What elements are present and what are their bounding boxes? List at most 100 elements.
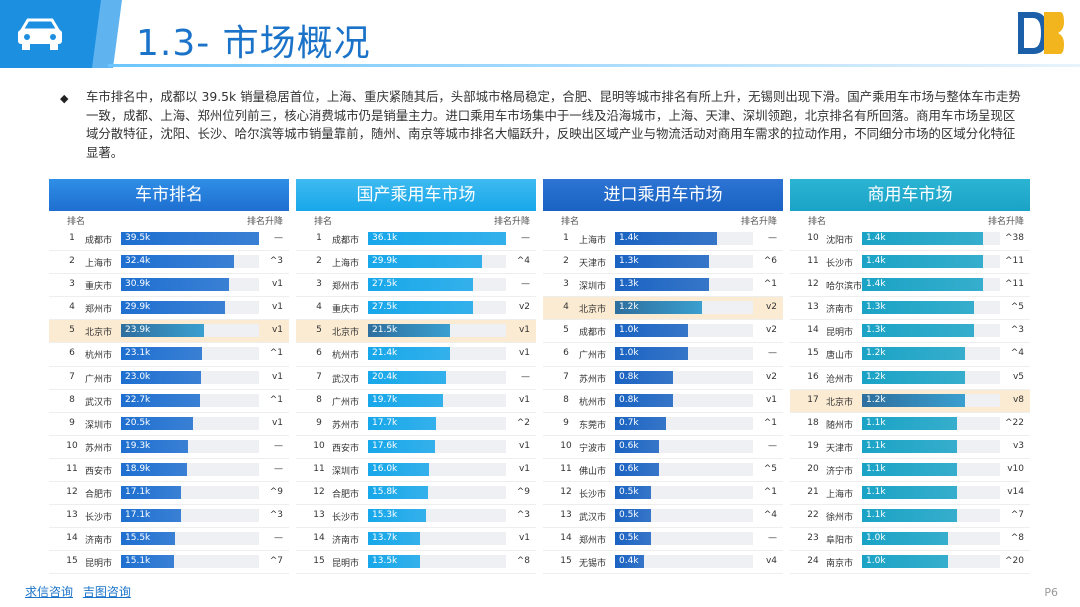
city-name: 阜阳市 [826, 536, 854, 547]
city-name: 唐山市 [826, 351, 854, 362]
city-name: 北京市 [332, 328, 360, 339]
sales-value-label: 0.8k [619, 394, 639, 405]
rank-number: 8 [563, 394, 569, 405]
city-name: 昆明市 [826, 328, 854, 339]
sales-bar: 1.1k [862, 509, 957, 523]
sales-bar: 0.6k [615, 439, 659, 453]
city-name: 昆明市 [332, 559, 360, 570]
rank-change: v1 [271, 371, 283, 382]
ranking-row: 7 广州市 23.0k v1 [49, 367, 289, 390]
bar-track: 27.5k [368, 278, 506, 292]
bar-track: 15.5k [121, 532, 259, 546]
bar-track: 1.0k [862, 555, 1000, 569]
ranking-row: 3 重庆市 30.9k v1 [49, 274, 289, 298]
rank-change: ^11 [1005, 256, 1024, 267]
rank-change: ^3 [269, 510, 283, 521]
ranking-row: 1 上海市 1.4k — [543, 228, 783, 252]
sales-bar: 1.2k [862, 370, 965, 384]
sales-value-label: 19.3k [125, 440, 151, 451]
rank-number: 10 [313, 440, 325, 451]
ranking-row: 7 苏州市 0.8k v2 [543, 367, 783, 390]
sales-value-label: 27.5k [372, 279, 398, 290]
city-name: 长沙市 [332, 513, 360, 524]
rank-change: — [768, 348, 777, 359]
bar-track: 15.8k [368, 486, 506, 500]
bar-track: 17.1k [121, 509, 259, 523]
bar-track: 13.5k [368, 555, 506, 569]
sales-bar: 15.1k [121, 555, 174, 569]
car-icon [18, 18, 62, 50]
sales-bar: 27.5k [368, 278, 473, 292]
sales-value-label: 29.9k [372, 256, 398, 267]
rank-change: v1 [518, 348, 530, 359]
bar-track: 0.4k [615, 555, 753, 569]
sales-bar: 1.1k [862, 462, 957, 476]
city-name: 北京市 [579, 305, 607, 316]
sales-bar: 21.4k [368, 347, 450, 361]
bar-track: 1.1k [862, 416, 1000, 430]
sales-value-label: 1.0k [866, 533, 886, 544]
sales-bar: 39.5k [121, 232, 259, 245]
sales-value-label: 17.1k [125, 487, 151, 498]
ranking-row: 6 杭州市 23.1k ^1 [49, 343, 289, 367]
city-name: 徐州市 [826, 513, 854, 524]
sales-value-label: 22.7k [125, 394, 151, 405]
city-name: 杭州市 [332, 351, 360, 362]
bar-track: 22.7k [121, 393, 259, 407]
rank-number: 4 [563, 302, 569, 313]
city-name: 深圳市 [85, 420, 113, 431]
ranking-row: 17 北京市 1.2k v8 [790, 389, 1030, 413]
sales-value-label: 39.5k [125, 233, 151, 243]
sales-value-label: 36.1k [372, 233, 398, 243]
rank-number: 3 [69, 279, 75, 290]
ranking-row: 7 武汉市 20.4k — [296, 367, 536, 390]
sales-value-label: 20.5k [125, 417, 151, 428]
city-name: 广州市 [579, 351, 607, 362]
rank-change: ^4 [1010, 348, 1024, 359]
ranking-row: 19 天津市 1.1k v3 [790, 436, 1030, 459]
city-name: 西安市 [332, 443, 360, 454]
rank-change: — [274, 463, 283, 474]
rank-change: v1 [518, 463, 530, 474]
bar-track: 1.2k [862, 393, 1000, 407]
ranking-row: 5 北京市 21.5k v1 [296, 320, 536, 344]
sales-bar: 1.0k [862, 555, 948, 569]
sales-value-label: 1.4k [866, 279, 886, 290]
ranking-row: 4 北京市 1.2k v2 [543, 297, 783, 321]
city-name: 深圳市 [579, 282, 607, 293]
city-name: 成都市 [579, 328, 607, 339]
city-name: 上海市 [826, 490, 854, 501]
rank-number: 2 [563, 256, 569, 267]
sales-bar: 36.1k [368, 232, 506, 245]
bar-track: 1.2k [862, 370, 1000, 384]
footer-link-1[interactable]: 求信咨询 [25, 585, 74, 599]
sales-bar: 15.8k [368, 486, 428, 500]
city-name: 东莞市 [579, 420, 607, 431]
sales-bar: 1.3k [615, 278, 709, 292]
city-name: 佛山市 [579, 466, 607, 477]
change-column-label: 排名升降 [740, 217, 777, 227]
sales-value-label: 30.9k [125, 279, 151, 290]
ranking-row: 15 昆明市 15.1k ^7 [49, 551, 289, 575]
rank-number: 2 [316, 256, 322, 267]
ranking-row: 10 宁波市 0.6k — [543, 436, 783, 459]
sales-bar: 1.3k [862, 324, 974, 338]
ranking-row: 1 成都市 36.1k — [296, 228, 536, 252]
bar-track: 1.3k [862, 324, 1000, 338]
city-name: 深圳市 [332, 466, 360, 477]
bar-track: 19.3k [121, 439, 259, 453]
rank-number: 10 [66, 440, 78, 451]
bar-track: 1.1k [862, 509, 1000, 523]
sales-value-label: 1.3k [866, 302, 886, 313]
sales-bar: 1.0k [615, 324, 688, 338]
city-name: 广州市 [85, 374, 113, 385]
bar-track: 20.5k [121, 416, 259, 430]
rank-change: ^2 [516, 417, 530, 428]
footer-link-2[interactable]: 吉图咨询 [82, 585, 131, 599]
header: 1.3- 市场概况 [0, 0, 1080, 68]
panel-subheader: 排名 排名升降 [790, 214, 1030, 228]
sales-bar: 29.9k [368, 255, 482, 269]
ranking-row: 8 武汉市 22.7k ^1 [49, 390, 289, 413]
sales-bar: 16.0k [368, 462, 429, 476]
rank-number: 11 [66, 463, 78, 474]
